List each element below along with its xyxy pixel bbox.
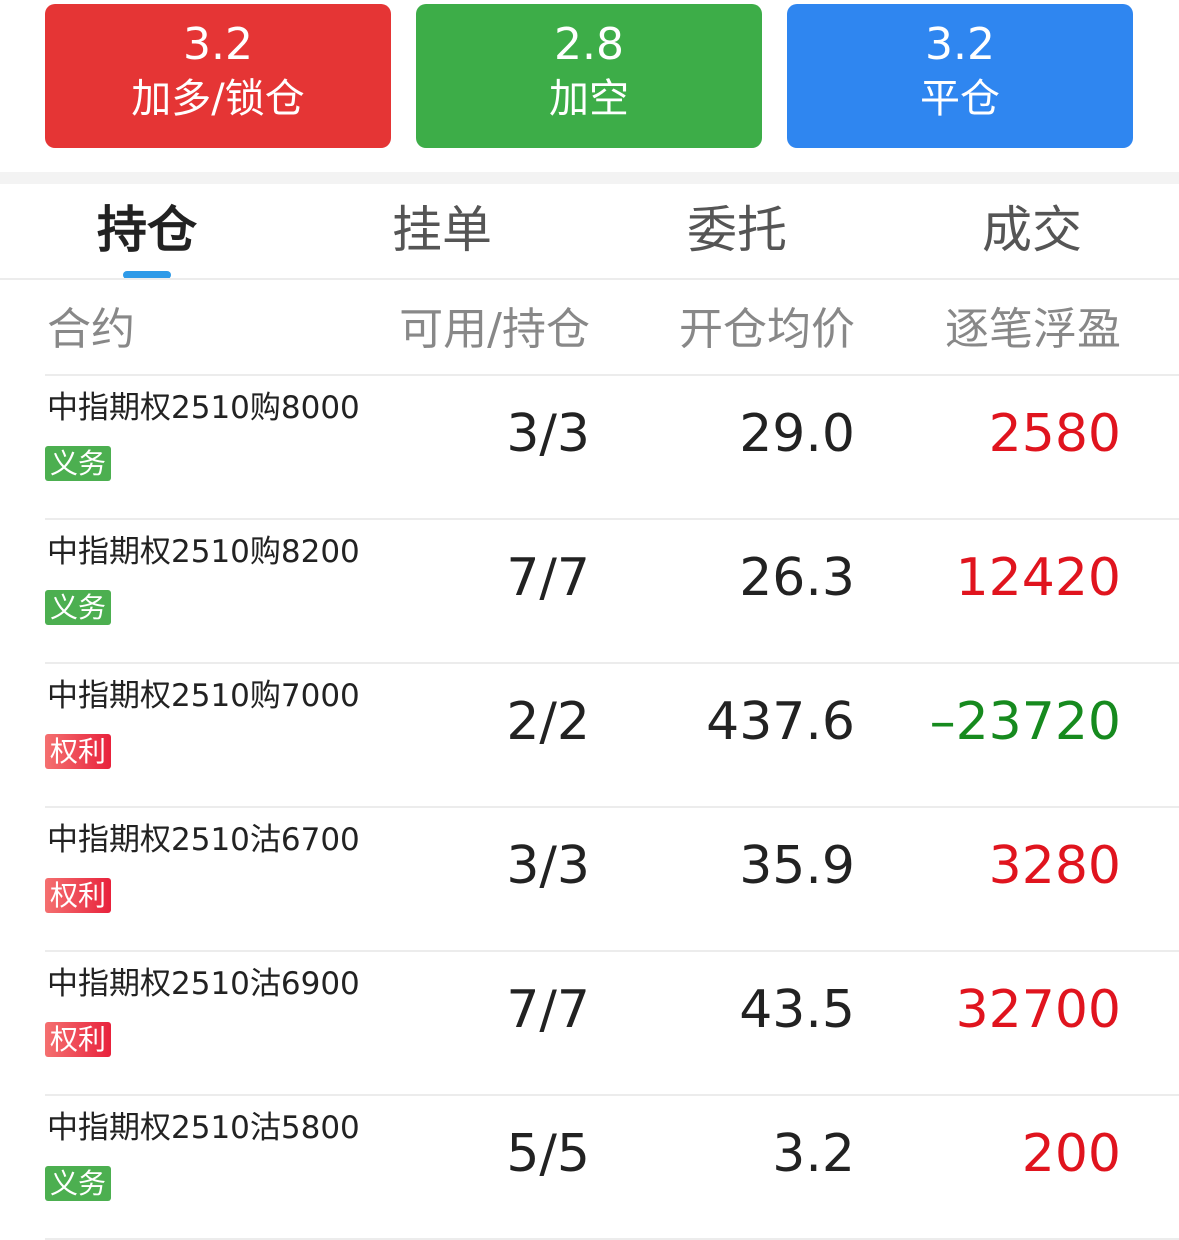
available-position: 2/2: [506, 692, 590, 752]
available-position: 3/3: [506, 836, 590, 896]
close-price: 3.2: [925, 19, 995, 70]
tab-orders[interactable]: 委托: [687, 201, 787, 259]
tab-trades[interactable]: 成交: [982, 201, 1082, 259]
add-long-label: 加多/锁仓: [131, 76, 305, 122]
row-divider: [45, 806, 1179, 808]
position-type-badge: 权利: [45, 734, 111, 769]
position-type-badge: 权利: [45, 1022, 111, 1057]
add-long-lock-button[interactable]: 3.2 加多/锁仓: [45, 4, 391, 148]
row-divider: [45, 518, 1179, 520]
floating-pnl: 32700: [955, 980, 1121, 1040]
position-type-badge: 权利: [45, 878, 111, 913]
position-row[interactable]: 中指期权2510购8200 义务 7/7 26.3 12420: [0, 520, 1179, 664]
position-row[interactable]: 中指期权2510沽5800 义务 5/5 3.2 200: [0, 1096, 1179, 1240]
position-row[interactable]: 中指期权2510沽6700 权利 3/3 35.9 3280: [0, 808, 1179, 952]
contract-name: 中指期权2510购7000: [47, 678, 360, 714]
position-row[interactable]: 中指期权2510购8000 义务 3/3 29.0 2580: [0, 376, 1179, 520]
section-divider: [0, 172, 1179, 184]
avg-open-price: 43.5: [739, 980, 855, 1040]
position-type-badge: 义务: [45, 590, 111, 625]
row-divider: [45, 1094, 1179, 1096]
available-position: 3/3: [506, 404, 590, 464]
floating-pnl: 2580: [988, 404, 1121, 464]
available-position: 5/5: [506, 1124, 590, 1184]
close-position-button[interactable]: 3.2 平仓: [787, 4, 1133, 148]
available-position: 7/7: [506, 548, 590, 608]
close-label: 平仓: [920, 76, 1000, 122]
floating-pnl: –23720: [929, 692, 1121, 752]
tab-divider: [0, 278, 1179, 280]
contract-name: 中指期权2510沽6700: [47, 822, 360, 858]
avg-open-price: 3.2: [772, 1124, 855, 1184]
add-short-price: 2.8: [554, 19, 624, 70]
avg-open-price: 437.6: [706, 692, 855, 752]
floating-pnl: 200: [1021, 1124, 1121, 1184]
header-contract: 合约: [47, 304, 135, 355]
add-short-label: 加空: [549, 76, 629, 122]
contract-name: 中指期权2510沽5800: [47, 1110, 360, 1146]
add-long-price: 3.2: [183, 19, 253, 70]
row-divider: [45, 950, 1179, 952]
active-tab-indicator: [123, 271, 171, 279]
avg-open-price: 29.0: [739, 404, 855, 464]
avg-open-price: 35.9: [739, 836, 855, 896]
contract-name: 中指期权2510沽6900: [47, 966, 360, 1002]
position-type-badge: 义务: [45, 1166, 111, 1201]
position-row[interactable]: 中指期权2510沽6900 权利 7/7 43.5 32700: [0, 952, 1179, 1096]
tab-pending-orders[interactable]: 挂单: [392, 201, 492, 259]
header-avg-open-price: 开仓均价: [679, 304, 855, 355]
available-position: 7/7: [506, 980, 590, 1040]
header-floating-pnl: 逐笔浮盈: [945, 304, 1121, 355]
contract-name: 中指期权2510购8000: [47, 390, 360, 426]
contract-name: 中指期权2510购8200: [47, 534, 360, 570]
header-divider: [45, 374, 1179, 376]
position-type-badge: 义务: [45, 446, 111, 481]
position-row[interactable]: 中指期权2510购7000 权利 2/2 437.6 –23720: [0, 664, 1179, 808]
add-short-button[interactable]: 2.8 加空: [416, 4, 762, 148]
tab-positions[interactable]: 持仓: [97, 201, 197, 259]
avg-open-price: 26.3: [739, 548, 855, 608]
floating-pnl: 12420: [955, 548, 1121, 608]
floating-pnl: 3280: [988, 836, 1121, 896]
row-divider: [45, 662, 1179, 664]
header-available-position: 可用/持仓: [399, 304, 590, 355]
